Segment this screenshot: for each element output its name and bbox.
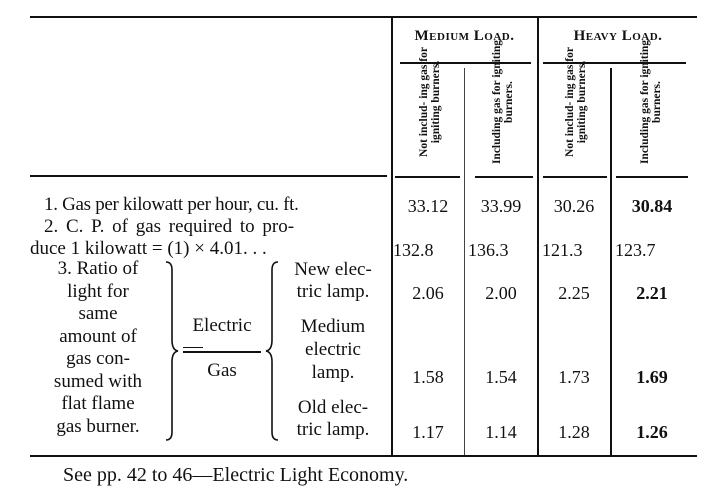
subheader-medium-not-including: Not includ- ing gas for igniting burners… xyxy=(418,47,442,157)
sub-row-medium-lamp-label: Medium electric lamp. xyxy=(278,315,388,384)
subheader-underline-3 xyxy=(543,176,607,178)
group-header-heavy-load: Heavy Load. xyxy=(573,28,663,44)
header-bottom-rule-left xyxy=(30,175,387,177)
row-2-value-heavy-not-incl: 121.3 xyxy=(542,240,583,260)
sub-row-label-line: tric lamp. xyxy=(296,281,370,302)
medium-lamp-value-medium-not-incl: 1.58 xyxy=(412,367,444,387)
subheader-heavy-not-including: Not includ- ing gas for igniting burners… xyxy=(564,47,588,157)
subheader-heavy-including: Including gas for igniting burners. xyxy=(639,39,663,165)
sub-row-old-lamp-label: Old elec- tric lamp. xyxy=(278,397,388,441)
row-3-label-line: amount of xyxy=(59,325,137,347)
table-top-rule xyxy=(30,16,697,18)
fraction-bar xyxy=(183,351,261,353)
subheader-underline-2 xyxy=(475,176,533,178)
row-2-label-line-1: 2. C. P. of gas required to pro- xyxy=(44,216,295,237)
column-divider-4 xyxy=(610,68,612,455)
fraction-bar-double xyxy=(183,347,203,349)
row-3-label-line: gas con- xyxy=(66,348,130,369)
row-2-value-medium-not-incl: 132.8 xyxy=(393,240,434,260)
new-lamp-value-medium-not-incl: 2.06 xyxy=(412,283,444,303)
row-3-label-line: flat flame xyxy=(61,393,135,414)
old-lamp-value-heavy-incl: 1.26 xyxy=(636,422,668,442)
sub-row-label-line: electric xyxy=(305,339,361,360)
new-lamp-value-medium-incl: 2.00 xyxy=(485,283,517,303)
row-1-value-medium-not-incl: 33.12 xyxy=(407,196,449,216)
subheader-underline-4 xyxy=(616,176,688,178)
column-divider-1 xyxy=(391,18,393,455)
sub-row-label-line: tric lamp. xyxy=(296,419,370,440)
medium-load-underline xyxy=(400,62,531,64)
column-divider-2 xyxy=(464,68,465,455)
sub-row-label-line: New elec- xyxy=(294,259,372,280)
medium-lamp-value-heavy-not-incl: 1.73 xyxy=(558,367,590,387)
new-lamp-value-heavy-incl: 2.21 xyxy=(636,283,668,303)
left-brace-icon xyxy=(265,261,279,441)
row-3-label-line: gas burner. xyxy=(56,415,140,437)
row-3-label: 3. Ratio of light for same amount of gas… xyxy=(28,258,168,438)
new-lamp-value-heavy-not-incl: 2.25 xyxy=(558,283,590,303)
row-1-label: 1. Gas per kilowatt per hour, cu. ft. xyxy=(44,194,299,215)
sub-row-label-line: Medium xyxy=(300,316,366,337)
row-3-label-line: sumed with xyxy=(53,370,143,392)
row-2-label-line-2: duce 1 kilowatt = (1) × 4.01. . . xyxy=(30,238,267,259)
group-header-medium-load: Medium Load. xyxy=(414,28,515,44)
old-lamp-value-heavy-not-incl: 1.28 xyxy=(558,422,590,442)
row-2-value-heavy-incl: 123.7 xyxy=(615,240,656,260)
fraction-numerator: Electric xyxy=(192,315,252,336)
footer-note: See pp. 42 to 46—Electric Light Economy. xyxy=(63,464,409,486)
right-brace-icon xyxy=(165,261,179,441)
sub-row-label-line: Old elec- xyxy=(297,397,369,418)
medium-lamp-value-heavy-incl: 1.69 xyxy=(636,367,668,387)
row-1-value-medium-incl: 33.99 xyxy=(480,196,522,216)
old-lamp-value-medium-not-incl: 1.17 xyxy=(412,422,444,442)
medium-lamp-value-medium-incl: 1.54 xyxy=(485,367,517,387)
fraction-denominator: Gas xyxy=(207,360,237,381)
row-3-label-line: light for xyxy=(67,280,129,302)
heavy-load-underline xyxy=(543,62,686,64)
subheader-underline-1 xyxy=(395,176,460,178)
subheader-medium-including: Including gas for igniting burners. xyxy=(491,39,515,165)
table-bottom-rule xyxy=(30,455,697,457)
old-lamp-value-medium-incl: 1.14 xyxy=(485,422,517,442)
sub-row-label-line: lamp. xyxy=(311,362,355,383)
column-divider-3 xyxy=(537,18,539,455)
row-3-label-line: same xyxy=(78,303,118,324)
row-1-value-heavy-not-incl: 30.26 xyxy=(553,196,595,216)
sub-row-new-lamp-label: New elec- tric lamp. xyxy=(278,259,388,303)
row-2-value-medium-incl: 136.3 xyxy=(468,240,509,260)
row-1-value-heavy-incl: 30.84 xyxy=(631,196,673,216)
row-3-label-line: 3. Ratio of xyxy=(57,258,139,279)
